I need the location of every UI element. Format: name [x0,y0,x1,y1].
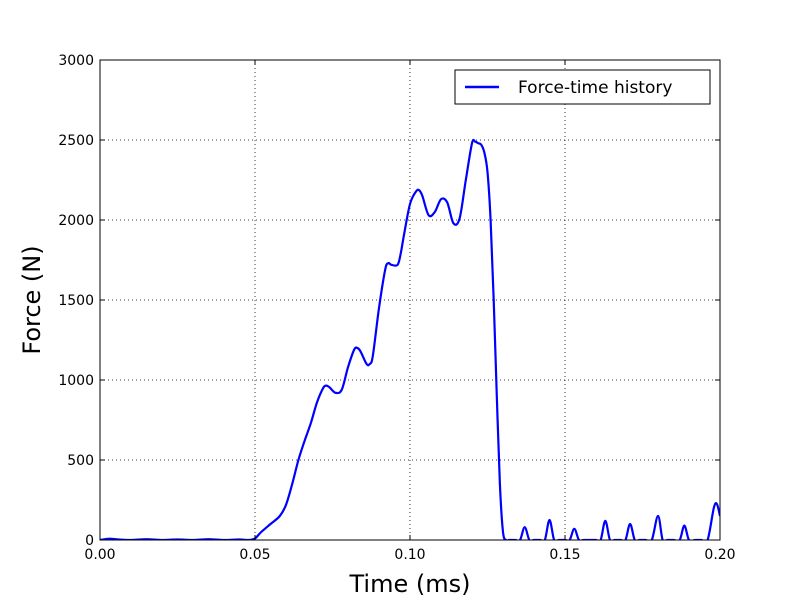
series-line [100,138,720,540]
grid [100,60,720,540]
y-tick-label: 500 [67,453,94,469]
tick-labels: 0.00 0.05 0.10 0.15 0.20 0 500 1000 1500 2000 2500… [58,53,735,563]
y-tick-label: 1500 [58,293,94,309]
legend: Force-time history [454,69,711,105]
x-axis-title: Time (ms) [349,570,471,598]
x-tick-label: 0.00 [84,547,115,563]
y-tick-label: 2000 [58,213,94,229]
x-tick-label: 0.15 [549,547,580,563]
x-tick-label: 0.10 [394,547,425,563]
y-tick-label: 3000 [58,53,94,69]
y-tick-label: 0 [85,533,94,549]
y-tick-label: 1000 [58,373,94,389]
series-layer [100,138,720,540]
legend-label: Force-time history [518,78,672,98]
y-tick-label: 2500 [58,133,94,149]
x-tick-label: 0.20 [704,547,735,563]
ticks [99,59,721,541]
x-tick-label: 0.05 [239,547,270,563]
y-axis-title: Force (N) [18,245,46,354]
